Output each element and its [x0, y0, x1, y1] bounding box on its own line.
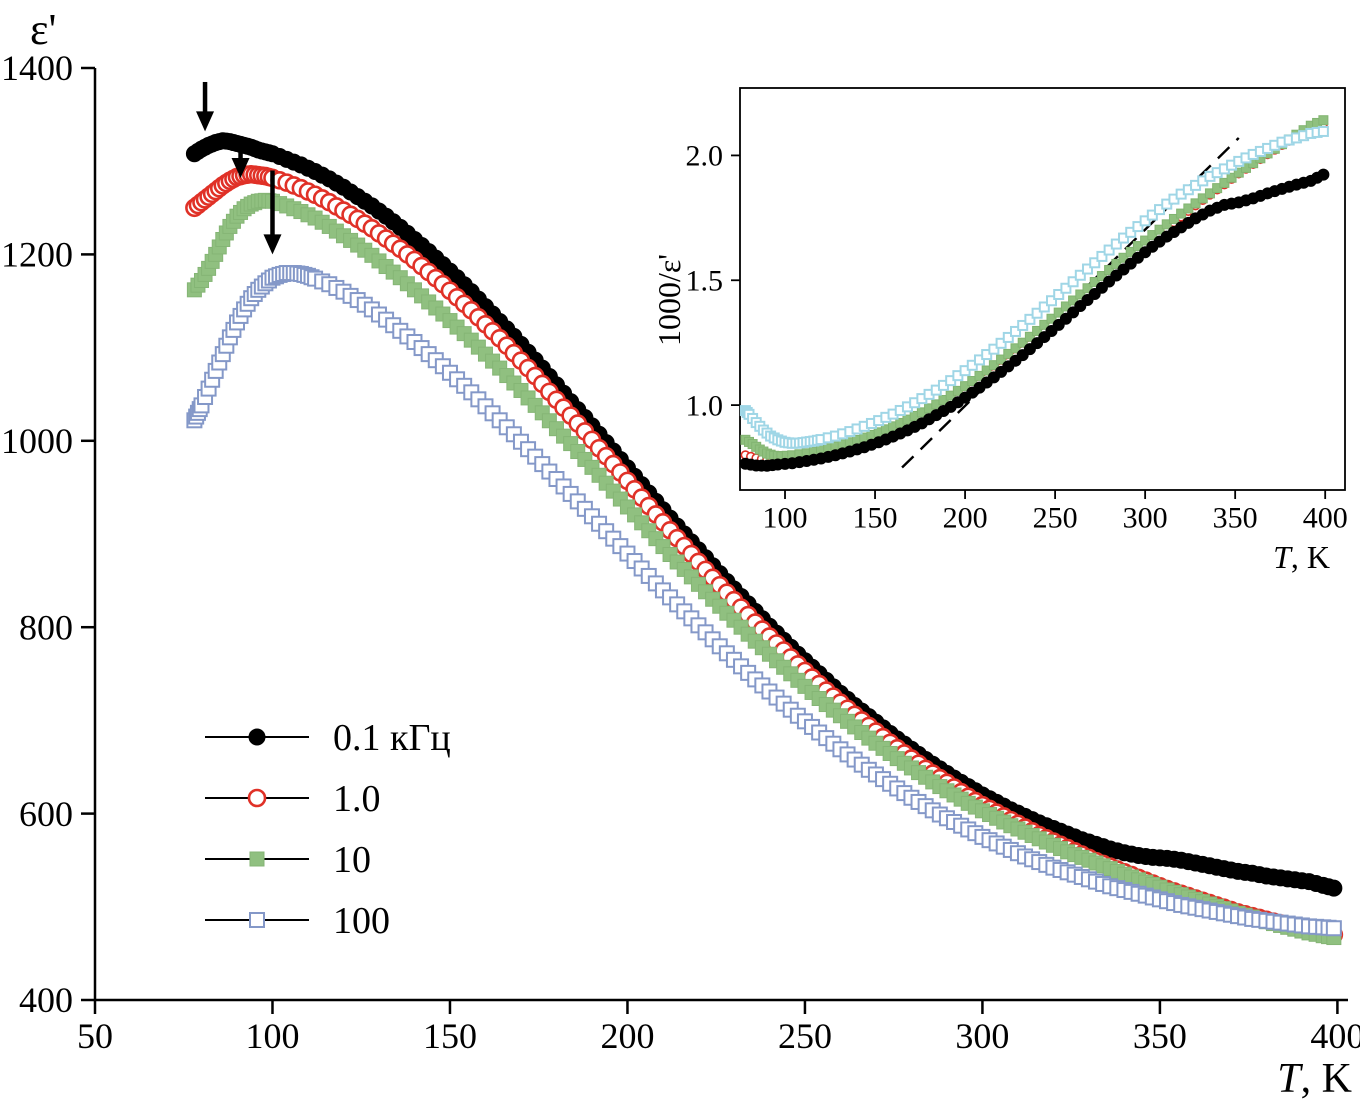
x-tick-label: 200 — [943, 502, 988, 535]
main-x-axis-title: T, K — [1277, 1056, 1352, 1102]
series-1 — [185, 164, 1344, 945]
x-tick-label: 300 — [955, 1016, 1009, 1056]
inset-y-axis-title: 1000/ε' — [651, 254, 687, 346]
peak-arrow-0 — [196, 81, 215, 132]
main-y-axis-title: ε' — [30, 5, 56, 54]
legend-item-0: 0.1 кГц — [205, 717, 451, 759]
y-tick-label: 1400 — [1, 48, 73, 88]
y-tick-label: 600 — [19, 794, 73, 834]
inset-x-axis-title-unit: , K — [1291, 539, 1330, 575]
series-line — [744, 130, 1324, 444]
x-tick-label: 400 — [1310, 1016, 1360, 1056]
series-1 — [740, 115, 1329, 462]
x-tick-label: 250 — [778, 1016, 832, 1056]
legend-item-2: 10 — [205, 839, 371, 881]
y-tick-label: 1.0 — [686, 389, 724, 422]
series-3 — [739, 168, 1330, 472]
main-x-axis-title-var: T — [1277, 1056, 1303, 1102]
legend-label: 10 — [333, 839, 371, 881]
legend-label: 100 — [333, 900, 390, 942]
y-tick-label: 1.5 — [686, 264, 724, 297]
x-tick-label: 50 — [77, 1016, 113, 1056]
x-tick-label: 350 — [1133, 1016, 1187, 1056]
legend-label: 0.1 кГц — [333, 717, 451, 759]
plot-frame — [739, 87, 1346, 491]
y-tick-label: 400 — [19, 980, 73, 1020]
inset-x-axis-title-var: T — [1273, 539, 1293, 575]
series-2 — [739, 125, 1329, 449]
series-line — [193, 173, 1335, 936]
x-tick-label: 250 — [1033, 502, 1078, 535]
x-tick-label: 200 — [600, 1016, 654, 1056]
inset-x-axis-title: T, K — [1273, 539, 1330, 575]
legend-label: 1.0 — [333, 778, 381, 820]
peak-arrow-1 — [231, 147, 250, 178]
x-tick-label: 350 — [1213, 502, 1258, 535]
y-tick-label: 800 — [19, 607, 73, 647]
x-tick-label: 400 — [1303, 502, 1348, 535]
series-line — [193, 272, 1334, 929]
main-x-axis-title-unit: , K — [1301, 1056, 1352, 1102]
x-tick-label: 100 — [245, 1016, 299, 1056]
inset-plot: 100 150 200 250 300 350 400 1.0 1.5 2.0 — [686, 87, 1348, 535]
x-tick-label: 150 — [853, 502, 898, 535]
legend-item-3: 100 — [205, 900, 390, 942]
x-tick-label: 150 — [423, 1016, 477, 1056]
x-tick-label: 100 — [763, 502, 808, 535]
y-tick-label: 1000 — [1, 421, 73, 461]
peak-arrow-2 — [263, 170, 282, 255]
main-plot: 50 100 150 200 250 300 350 400 400 600 800 1000 1200… — [1, 48, 1360, 1056]
legend-item-1: 1.0 — [205, 778, 381, 820]
x-tick-label: 300 — [1123, 502, 1168, 535]
y-tick-label: 2.0 — [686, 140, 724, 173]
y-tick-label: 1200 — [1, 235, 73, 275]
series-3 — [186, 265, 1342, 937]
